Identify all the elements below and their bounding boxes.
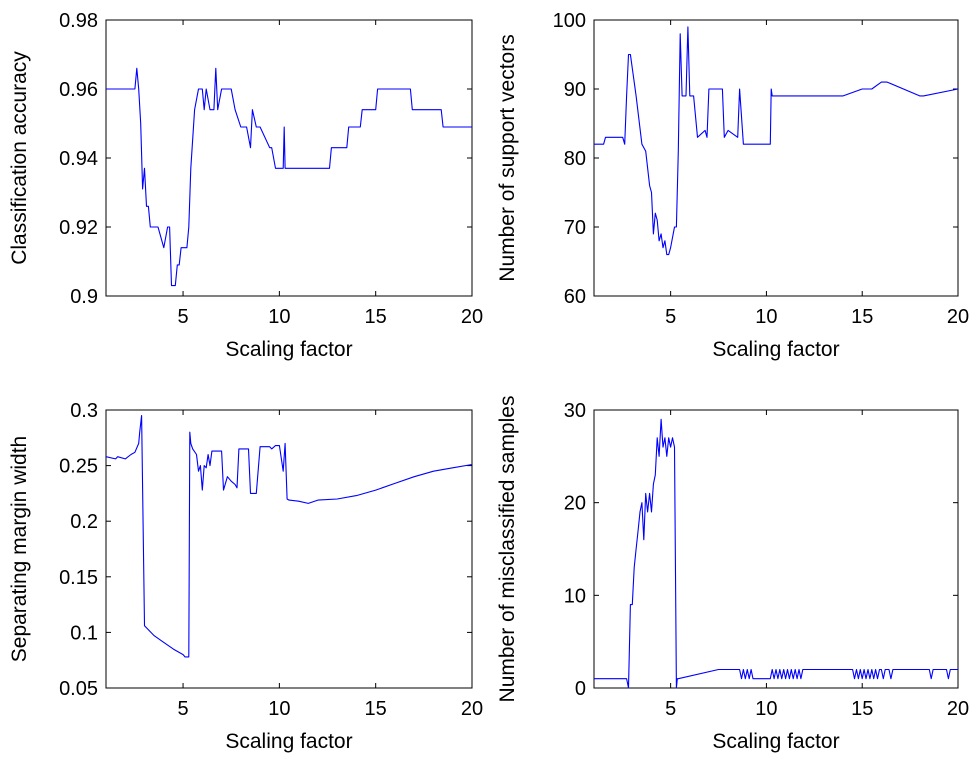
y-tick-label: 80 (564, 148, 586, 170)
y-tick-label: 0.9 (70, 286, 98, 308)
x-tick-label: 20 (947, 306, 969, 328)
y-tick-label: 0.25 (59, 456, 98, 478)
plot-frame (105, 19, 473, 297)
y-axis-label: Classification accuracy (8, 51, 31, 265)
plot-frame (105, 409, 473, 689)
x-tick-label: 15 (365, 698, 387, 720)
y-tick-label: 0.3 (70, 400, 98, 422)
y-tick-label: 0.96 (59, 79, 98, 101)
y-tick-label: 0.15 (59, 567, 98, 589)
subplot-4: 5 10 15 20 0 10 20 30 Scaling factor Number of mi… (496, 396, 969, 753)
series-line-1 (594, 418, 958, 689)
subplot-2: 5 10 15 20 60 70 80 90 100 Scaling factor Number o… (496, 10, 969, 361)
y-tick-label: 0.05 (59, 678, 98, 700)
x-tick-label: 15 (365, 306, 387, 328)
x-tick-label: 5 (177, 698, 188, 720)
subplot-3: 5 10 15 20 0.05 0.1 0.15 0.2 0.25 0.3 Scaling fact… (8, 400, 483, 753)
y-tick-label: 70 (564, 217, 586, 239)
y-tick-label: 0.1 (70, 622, 98, 644)
plot-frame (593, 19, 959, 297)
y-axis-label: Number of support vectors (496, 34, 519, 281)
x-tick-label: 10 (268, 306, 290, 328)
x-axis-label: Scaling factor (225, 730, 352, 753)
x-tick-label: 10 (268, 698, 290, 720)
series-line-1 (594, 26, 959, 256)
y-tick-label: 100 (553, 10, 586, 32)
series-line-1 (105, 415, 473, 658)
y-tick-label: 0.94 (59, 148, 98, 170)
x-tick-label: 15 (851, 698, 873, 720)
subplot-1: 5 10 15 20 0.9 0.92 0.94 0.96 0.98 Scaling factor… (8, 10, 483, 361)
y-tick-label: 0 (575, 678, 586, 700)
y-tick-label: 90 (564, 79, 586, 101)
y-axis-label: Number of misclassified samples (496, 396, 519, 703)
x-axis-label: Scaling factor (225, 338, 352, 361)
y-tick-label: 10 (564, 585, 586, 607)
y-tick-label: 0.92 (59, 217, 98, 239)
x-tick-label: 10 (755, 306, 777, 328)
x-tick-label: 20 (461, 698, 483, 720)
x-tick-label: 20 (947, 698, 969, 720)
x-tick-label: 10 (755, 698, 777, 720)
x-tick-label: 20 (461, 306, 483, 328)
y-tick-label: 0.98 (59, 10, 98, 32)
x-tick-label: 5 (665, 698, 676, 720)
y-tick-label: 20 (564, 493, 586, 515)
x-tick-label: 5 (665, 306, 676, 328)
x-axis-label: Scaling factor (712, 338, 839, 361)
y-axis-label: Separating margin width (8, 436, 31, 662)
y-tick-label: 0.2 (70, 511, 98, 533)
x-tick-label: 15 (851, 306, 873, 328)
plot-frame (593, 409, 959, 689)
x-tick-label: 5 (177, 306, 188, 328)
y-tick-label: 60 (564, 286, 586, 308)
y-tick-label: 30 (564, 400, 586, 422)
series-line-1 (106, 67, 472, 287)
x-axis-label: Scaling factor (712, 730, 839, 753)
